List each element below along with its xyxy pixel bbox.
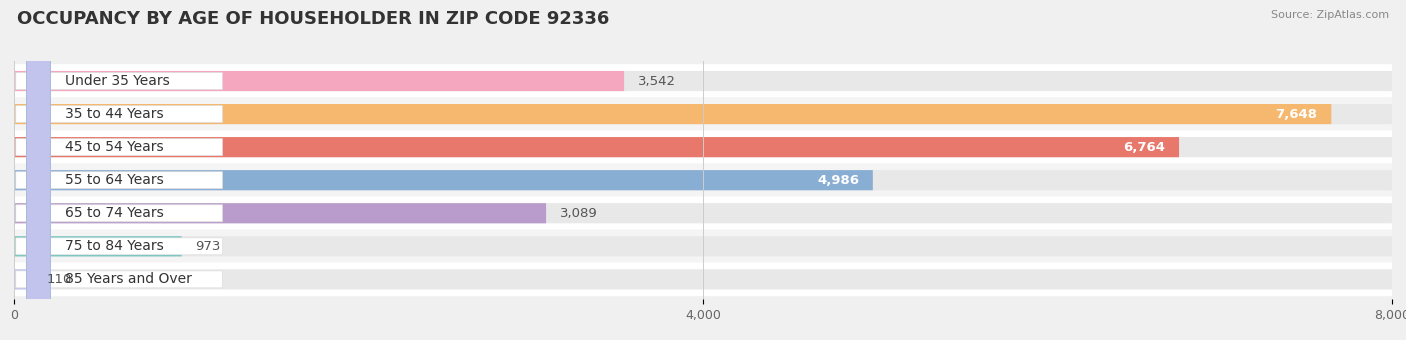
FancyBboxPatch shape: [14, 71, 624, 91]
FancyBboxPatch shape: [14, 137, 1392, 157]
Text: OCCUPANCY BY AGE OF HOUSEHOLDER IN ZIP CODE 92336: OCCUPANCY BY AGE OF HOUSEHOLDER IN ZIP C…: [17, 10, 609, 28]
FancyBboxPatch shape: [14, 64, 1392, 98]
Text: Under 35 Years: Under 35 Years: [66, 74, 170, 88]
FancyBboxPatch shape: [14, 236, 181, 256]
Circle shape: [27, 0, 49, 340]
FancyBboxPatch shape: [15, 271, 222, 288]
Circle shape: [27, 0, 49, 340]
Text: 7,648: 7,648: [1275, 107, 1317, 121]
FancyBboxPatch shape: [14, 97, 1392, 131]
FancyBboxPatch shape: [14, 104, 1331, 124]
Text: 4,986: 4,986: [817, 174, 859, 187]
Text: 6,764: 6,764: [1123, 141, 1166, 154]
FancyBboxPatch shape: [14, 236, 1392, 256]
FancyBboxPatch shape: [14, 170, 873, 190]
FancyBboxPatch shape: [14, 71, 1392, 91]
FancyBboxPatch shape: [14, 262, 1392, 296]
FancyBboxPatch shape: [15, 72, 222, 89]
Text: 110: 110: [46, 273, 72, 286]
Text: 65 to 74 Years: 65 to 74 Years: [66, 206, 165, 220]
FancyBboxPatch shape: [14, 163, 1392, 197]
Text: 3,089: 3,089: [560, 207, 598, 220]
Text: 55 to 64 Years: 55 to 64 Years: [66, 173, 165, 187]
FancyBboxPatch shape: [14, 203, 546, 223]
FancyBboxPatch shape: [14, 197, 1392, 230]
FancyBboxPatch shape: [14, 104, 1392, 124]
Circle shape: [27, 0, 49, 340]
Circle shape: [27, 0, 49, 340]
FancyBboxPatch shape: [15, 139, 222, 156]
FancyBboxPatch shape: [15, 106, 222, 122]
Text: Source: ZipAtlas.com: Source: ZipAtlas.com: [1271, 10, 1389, 20]
Circle shape: [27, 0, 49, 340]
FancyBboxPatch shape: [14, 269, 1392, 289]
FancyBboxPatch shape: [14, 203, 1392, 223]
FancyBboxPatch shape: [14, 170, 1392, 190]
Text: 35 to 44 Years: 35 to 44 Years: [66, 107, 165, 121]
FancyBboxPatch shape: [15, 172, 222, 189]
Text: 973: 973: [195, 240, 221, 253]
FancyBboxPatch shape: [14, 230, 1392, 263]
Circle shape: [27, 0, 49, 340]
Text: 85 Years and Over: 85 Years and Over: [66, 272, 193, 286]
Text: 75 to 84 Years: 75 to 84 Years: [66, 239, 165, 253]
FancyBboxPatch shape: [15, 238, 222, 255]
FancyBboxPatch shape: [14, 269, 32, 289]
FancyBboxPatch shape: [14, 137, 1180, 157]
FancyBboxPatch shape: [14, 130, 1392, 164]
Text: 3,542: 3,542: [638, 74, 676, 87]
Text: 45 to 54 Years: 45 to 54 Years: [66, 140, 165, 154]
FancyBboxPatch shape: [15, 205, 222, 222]
Circle shape: [27, 0, 49, 340]
